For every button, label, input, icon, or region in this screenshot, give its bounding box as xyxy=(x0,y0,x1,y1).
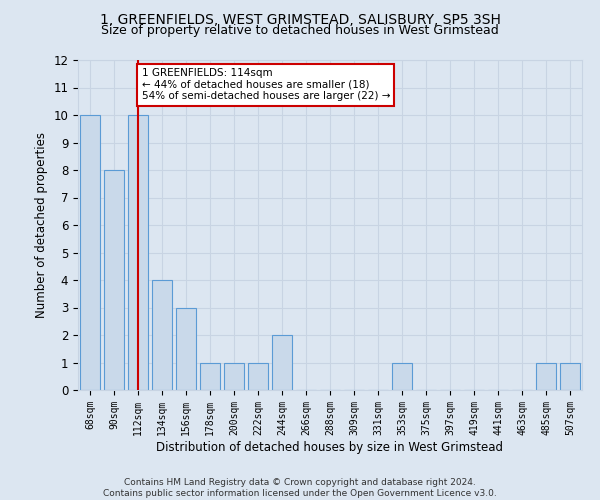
Bar xyxy=(80,115,100,390)
Y-axis label: Number of detached properties: Number of detached properties xyxy=(35,132,48,318)
X-axis label: Distribution of detached houses by size in West Grimstead: Distribution of detached houses by size … xyxy=(157,440,503,454)
Bar xyxy=(272,335,292,390)
Text: Size of property relative to detached houses in West Grimstead: Size of property relative to detached ho… xyxy=(101,24,499,37)
Bar xyxy=(176,308,196,390)
Bar xyxy=(152,280,172,390)
Bar xyxy=(560,362,580,390)
Bar xyxy=(128,115,148,390)
Text: 1 GREENFIELDS: 114sqm
← 44% of detached houses are smaller (18)
54% of semi-deta: 1 GREENFIELDS: 114sqm ← 44% of detached … xyxy=(142,68,390,102)
Bar xyxy=(248,362,268,390)
Text: 1, GREENFIELDS, WEST GRIMSTEAD, SALISBURY, SP5 3SH: 1, GREENFIELDS, WEST GRIMSTEAD, SALISBUR… xyxy=(100,12,500,26)
Bar xyxy=(392,362,412,390)
Bar xyxy=(200,362,220,390)
Text: Contains HM Land Registry data © Crown copyright and database right 2024.
Contai: Contains HM Land Registry data © Crown c… xyxy=(103,478,497,498)
Bar xyxy=(104,170,124,390)
Bar xyxy=(536,362,556,390)
Bar xyxy=(224,362,244,390)
